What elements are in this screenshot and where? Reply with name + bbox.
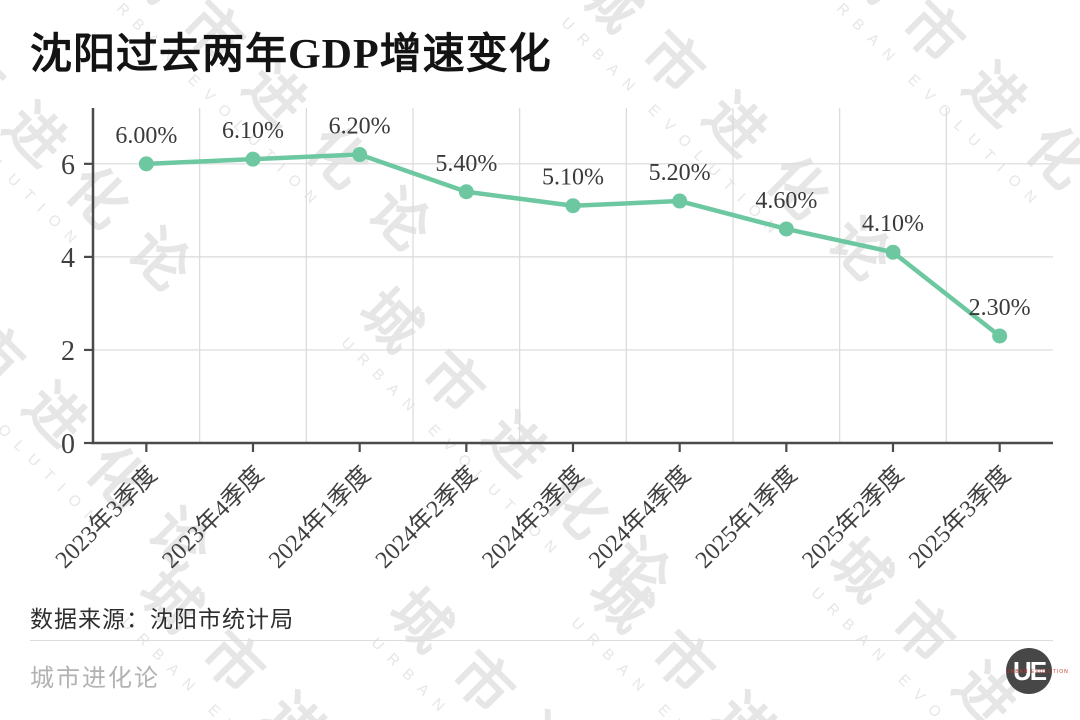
- data-source-note: 数据来源：沈阳市统计局: [30, 607, 294, 632]
- data-point: [138, 156, 154, 172]
- data-point-label: 4.60%: [755, 188, 817, 214]
- data-point-label: 5.40%: [435, 151, 497, 177]
- x-tick-label: 2023年3季度: [50, 461, 162, 573]
- data-point-label: 5.20%: [649, 160, 711, 186]
- data-point: [778, 221, 794, 237]
- urban-evolution-logo: UE URBAN EVOLUTION: [1006, 648, 1069, 694]
- x-tick-label: 2025年1季度: [690, 461, 802, 573]
- x-tick-label: 2025年2季度: [797, 461, 909, 573]
- x-tick-label: 2023年4季度: [157, 461, 269, 573]
- x-tick-label: 2025年3季度: [903, 461, 1015, 573]
- data-point: [885, 244, 901, 260]
- y-tick-label: 0: [61, 429, 75, 460]
- logo-ue-text: UE: [1012, 656, 1047, 686]
- data-point-label: 6.20%: [329, 114, 391, 140]
- data-point-label: 6.00%: [115, 123, 177, 149]
- data-point-label: 2.30%: [969, 295, 1031, 321]
- x-tick-label: 2024年3季度: [477, 461, 589, 573]
- page-title: 沈阳过去两年GDP增速变化: [30, 32, 552, 78]
- data-point-label: 5.10%: [542, 165, 604, 191]
- y-tick-label: 4: [61, 243, 75, 274]
- data-point: [565, 198, 581, 214]
- data-point: [992, 328, 1008, 344]
- x-tick-label: 2024年2季度: [370, 461, 482, 573]
- data-point: [352, 147, 368, 163]
- data-point: [672, 193, 688, 209]
- logo-caption: URBAN EVOLUTION: [1006, 669, 1069, 675]
- data-point-label: 6.10%: [222, 118, 284, 144]
- y-tick-label: 6: [61, 150, 75, 181]
- y-tick-label: 2: [61, 336, 75, 367]
- x-tick-label: 2024年4季度: [583, 461, 695, 573]
- x-tick-label: 2024年1季度: [263, 461, 375, 573]
- data-point: [458, 184, 474, 200]
- brand-name: 城市进化论: [30, 666, 160, 692]
- data-point-label: 4.10%: [862, 211, 924, 237]
- footer-divider: [30, 640, 1053, 641]
- data-point: [245, 151, 261, 167]
